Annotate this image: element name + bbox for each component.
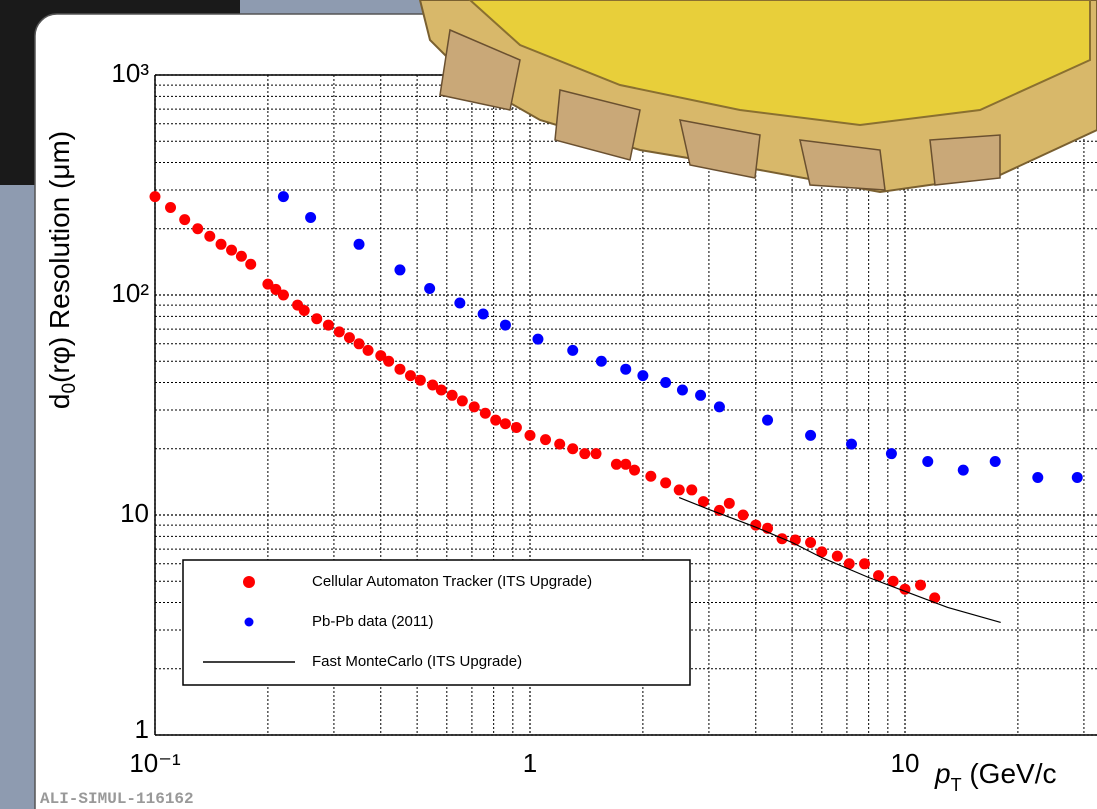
data-point: [150, 191, 161, 202]
data-point: [405, 370, 416, 381]
data-point: [334, 326, 345, 337]
data-point: [677, 384, 688, 395]
page: {"chart_data": { "type": "scatter", "yla…: [0, 0, 1097, 809]
data-point: [540, 434, 551, 445]
data-point: [424, 283, 435, 294]
y-label-rest: (rφ) Resolution (μm): [44, 131, 75, 383]
data-point: [929, 592, 940, 603]
data-point: [990, 456, 1001, 467]
data-point: [363, 345, 374, 356]
data-point: [305, 212, 316, 223]
data-point: [478, 308, 489, 319]
data-point: [805, 537, 816, 548]
data-point: [436, 384, 447, 395]
data-point: [204, 231, 215, 242]
data-point: [886, 448, 897, 459]
data-point: [645, 471, 656, 482]
x-label-main: p: [934, 758, 951, 789]
data-point: [554, 439, 565, 450]
data-point: [394, 264, 405, 275]
data-point: [567, 443, 578, 454]
y-tick-label: 1: [135, 714, 149, 744]
y-tick-label: 10²: [111, 278, 149, 308]
legend-swatch: [245, 618, 254, 627]
data-point: [579, 448, 590, 459]
data-point: [447, 390, 458, 401]
data-point: [480, 408, 491, 419]
data-point: [637, 370, 648, 381]
data-point: [805, 430, 816, 441]
data-point: [686, 484, 697, 495]
data-point: [323, 320, 334, 331]
data-point: [490, 415, 501, 426]
data-point: [629, 465, 640, 476]
data-point: [660, 377, 671, 388]
y-tick-label: 10³: [111, 58, 149, 88]
data-point: [660, 477, 671, 488]
data-point: [354, 239, 365, 250]
x-tick-label: 1: [523, 748, 537, 778]
footer-id: ALI-SIMUL-116162: [40, 790, 194, 808]
legend-label: Cellular Automaton Tracker (ITS Upgrade): [312, 573, 592, 590]
data-point: [567, 345, 578, 356]
data-point: [714, 505, 725, 516]
data-point: [469, 401, 480, 412]
data-point: [500, 418, 511, 429]
data-point: [383, 356, 394, 367]
data-point: [165, 202, 176, 213]
data-point: [922, 456, 933, 467]
x-tick-label: 10⁻¹: [129, 748, 181, 778]
data-point: [226, 245, 237, 256]
data-point: [245, 259, 256, 270]
data-point: [179, 214, 190, 225]
y-label-main: d: [44, 394, 75, 410]
data-point: [674, 484, 685, 495]
legend-swatch: [243, 576, 255, 588]
data-point: [596, 356, 607, 367]
y-tick-label: 10: [120, 498, 149, 528]
data-point: [832, 551, 843, 562]
data-point: [354, 338, 365, 349]
data-point: [738, 510, 749, 521]
data-point: [762, 415, 773, 426]
data-point: [192, 223, 203, 234]
data-point: [525, 430, 536, 441]
legend-label: Fast MonteCarlo (ITS Upgrade): [312, 653, 522, 670]
data-point: [454, 297, 465, 308]
x-label-subscript: T: [951, 775, 962, 795]
data-point: [236, 251, 247, 262]
data-point: [278, 191, 289, 202]
data-point: [415, 375, 426, 386]
data-point: [299, 305, 310, 316]
data-point: [511, 422, 522, 433]
data-point: [532, 334, 543, 345]
data-point: [846, 439, 857, 450]
data-point: [216, 239, 227, 250]
data-point: [457, 395, 468, 406]
data-point: [714, 401, 725, 412]
data-point: [1072, 472, 1083, 483]
data-point: [695, 390, 706, 401]
data-point: [344, 332, 355, 343]
legend: Cellular Automaton Tracker (ITS Upgrade)…: [183, 560, 690, 685]
data-point: [500, 320, 511, 331]
data-point: [724, 498, 735, 509]
data-point: [620, 364, 631, 375]
data-point: [958, 465, 969, 476]
chart: 10⁻¹ 1 10 1 10 10² 10³ Cellular Automaton Trac…: [0, 0, 1097, 809]
data-point: [311, 313, 322, 324]
x-tick-label: 10: [891, 748, 920, 778]
y-axis-label: d0(rφ) Resolution (μm): [44, 131, 80, 409]
data-point: [915, 580, 926, 591]
data-point: [1032, 472, 1043, 483]
data-point: [278, 290, 289, 301]
data-point: [394, 364, 405, 375]
y-label-subscript: 0: [59, 383, 80, 394]
data-point: [591, 448, 602, 459]
x-label-rest: (GeV/c: [962, 758, 1057, 789]
data-point: [859, 558, 870, 569]
legend-label: Pb-Pb data (2011): [312, 613, 433, 630]
